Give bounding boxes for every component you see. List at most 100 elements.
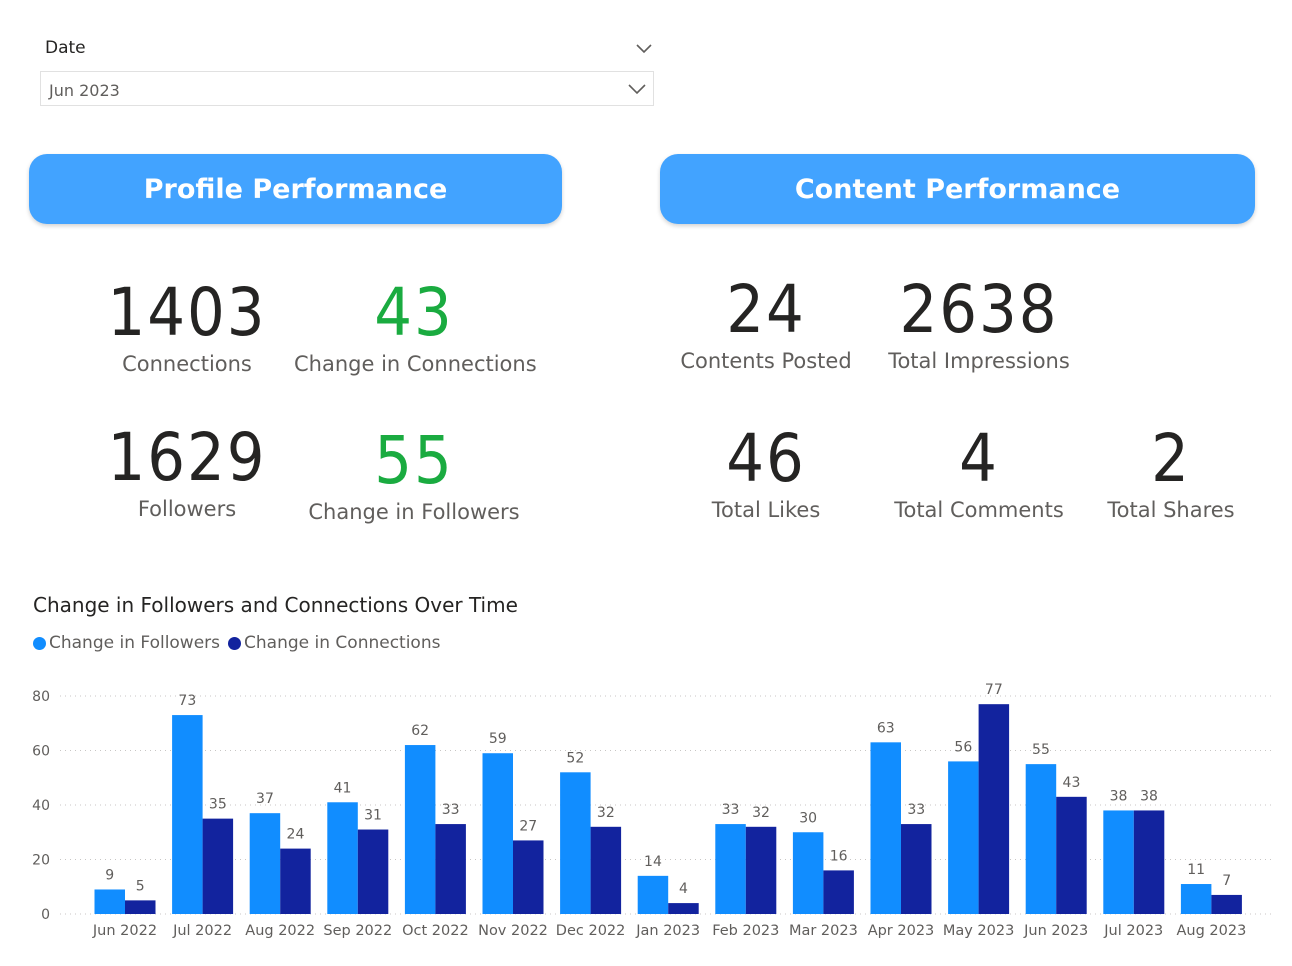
- data-label: 37: [256, 791, 274, 807]
- data-label: 43: [1063, 775, 1081, 791]
- kpi-total-likes-value: 46: [726, 420, 806, 497]
- bar: [435, 824, 466, 914]
- bar: [792, 832, 824, 914]
- x-tick-label: Jul 2022: [172, 923, 232, 939]
- data-label: 41: [334, 780, 352, 796]
- data-label: 30: [799, 810, 817, 826]
- bar: [1103, 810, 1134, 914]
- profile-performance-button[interactable]: Profile Performance: [29, 154, 562, 224]
- dropdown-chevron-icon[interactable]: [627, 82, 647, 96]
- kpi-total-impressions-label: Total Impressions: [888, 349, 1070, 373]
- kpi-change-followers-value: 55: [374, 422, 454, 499]
- kpi-connections-label: Connections: [122, 352, 252, 376]
- kpi-connections-value: 1403: [107, 274, 267, 351]
- kpi-total-comments-value: 4: [959, 420, 999, 497]
- data-label: 14: [644, 854, 662, 870]
- bar: [823, 870, 854, 914]
- bar: [327, 802, 358, 914]
- kpi-change-connections: 43 Change in Connections: [294, 278, 537, 377]
- content-performance-button[interactable]: Content Performance: [660, 154, 1255, 224]
- data-label: 32: [597, 805, 615, 821]
- y-tick-label: 80: [32, 689, 50, 705]
- kpi-change-connections-label: Change in Connections: [294, 352, 537, 376]
- data-label: 56: [954, 739, 972, 755]
- bar: [590, 826, 622, 914]
- date-dropdown[interactable]: Jun 2023: [40, 71, 654, 106]
- bar: [668, 903, 699, 914]
- data-label: 59: [489, 731, 507, 747]
- kpi-total-likes: 46 Total Likes: [666, 420, 866, 523]
- bar: [94, 889, 125, 914]
- x-tick-label: Jan 2023: [635, 923, 700, 939]
- bar: [482, 753, 513, 914]
- x-tick-label: Aug 2022: [245, 923, 315, 939]
- bar: [745, 826, 777, 914]
- x-tick-label: Apr 2023: [868, 923, 935, 939]
- kpi-total-impressions-value: 2638: [899, 271, 1059, 348]
- kpi-connections: 1403 Connections: [87, 274, 287, 377]
- legend-label-followers: Change in Followers: [49, 633, 221, 653]
- data-label: 38: [1110, 788, 1128, 804]
- legend-dot-connections: [228, 636, 242, 650]
- bar: [357, 829, 389, 914]
- data-label: 33: [442, 802, 460, 818]
- data-label: 27: [519, 818, 537, 834]
- x-tick-label: Nov 2022: [478, 923, 548, 939]
- data-label: 5: [136, 878, 145, 894]
- data-label: 32: [752, 805, 770, 821]
- x-tick-label: Dec 2022: [556, 923, 626, 939]
- y-tick-label: 0: [41, 907, 50, 923]
- bar: [870, 742, 901, 914]
- x-tick-label: Feb 2023: [712, 923, 779, 939]
- date-slicer-title: Date: [45, 38, 86, 58]
- bar: [1056, 796, 1087, 914]
- kpi-followers-value: 1629: [107, 419, 267, 496]
- kpi-total-comments-label: Total Comments: [894, 498, 1064, 522]
- bar: [715, 824, 746, 914]
- bar: [513, 840, 544, 914]
- data-label: 16: [830, 848, 848, 864]
- data-label: 62: [411, 723, 429, 739]
- data-label: 33: [722, 802, 740, 818]
- y-tick-label: 60: [32, 744, 50, 760]
- data-label: 73: [178, 693, 196, 709]
- x-tick-label: Mar 2023: [789, 923, 858, 939]
- data-label: 7: [1222, 873, 1231, 889]
- bar: [1025, 764, 1057, 914]
- kpi-contents-posted-value: 24: [726, 271, 806, 348]
- kpi-followers-label: Followers: [137, 497, 237, 521]
- bar: [202, 818, 234, 914]
- kpi-total-impressions: 2638 Total Impressions: [879, 271, 1079, 374]
- legend-item-followers[interactable]: Change in Followers: [33, 633, 220, 653]
- bar: [249, 813, 281, 914]
- data-label: 33: [907, 802, 925, 818]
- bar-chart: 0 20 40 60 80 9 5 Jun 2022 73 35 Jul 2022 37 24 Aug 2…: [32, 682, 1272, 939]
- chart-title: Change in Followers and Connections Over…: [33, 593, 518, 617]
- x-tick-label: Jun 2023: [1023, 923, 1088, 939]
- kpi-total-comments: 4 Total Comments: [879, 420, 1079, 523]
- kpi-total-likes-label: Total Likes: [711, 498, 821, 522]
- x-tick-label: Jun 2022: [92, 923, 157, 939]
- data-label: 38: [1140, 788, 1158, 804]
- bar: [901, 824, 932, 914]
- kpi-total-shares-label: Total Shares: [1107, 498, 1235, 522]
- bar: [1133, 810, 1165, 914]
- kpi-total-shares-value: 2: [1151, 420, 1191, 497]
- data-label: 55: [1032, 742, 1050, 758]
- content-performance-label: Content Performance: [794, 173, 1121, 205]
- x-tick-label: Sep 2022: [323, 923, 392, 939]
- data-label: 9: [105, 867, 114, 883]
- data-label: 63: [877, 720, 895, 736]
- legend-item-connections[interactable]: Change in Connections: [228, 633, 440, 653]
- kpi-change-followers: 55 Change in Followers: [294, 422, 534, 525]
- y-tick-label: 40: [32, 798, 50, 814]
- bar: [978, 704, 1010, 914]
- chevron-down-icon[interactable]: [634, 40, 654, 56]
- kpi-total-shares: 2 Total Shares: [1071, 420, 1271, 523]
- data-label: 35: [209, 797, 227, 813]
- data-label: 11: [1187, 862, 1205, 878]
- bar: [172, 715, 203, 914]
- bar: [1211, 894, 1242, 914]
- x-tick-label: Oct 2022: [402, 923, 469, 939]
- chart-legend: Change in Followers Change in Connection…: [33, 633, 448, 653]
